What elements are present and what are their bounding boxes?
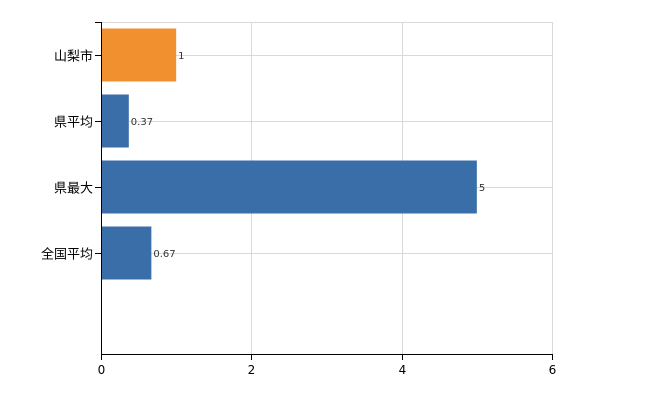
- category-label-1: 県平均: [54, 116, 93, 131]
- data-label-2: 5: [479, 183, 485, 194]
- x-tick-label-4: 4: [399, 363, 407, 377]
- category-label-3: 全国平均: [41, 247, 93, 263]
- x-tick-label-2: 2: [248, 363, 256, 377]
- data-label-3: 0.67: [153, 249, 175, 260]
- category-label-2: 県最大: [54, 182, 93, 197]
- bars: [101, 28, 477, 280]
- x-tick-label-6: 6: [549, 363, 557, 377]
- bar-3: [101, 226, 152, 280]
- data-label-1: 0.37: [131, 117, 153, 128]
- axes: [95, 22, 553, 360]
- bar-2: [101, 160, 477, 214]
- category-label-0: 山梨市: [54, 49, 93, 65]
- x-tick-label-0: 0: [98, 363, 106, 377]
- bar-0: [101, 28, 177, 82]
- bar-1: [101, 94, 129, 148]
- data-label-0: 1: [178, 51, 184, 62]
